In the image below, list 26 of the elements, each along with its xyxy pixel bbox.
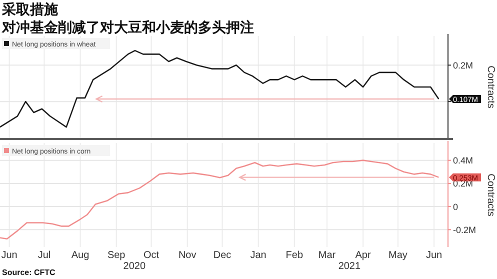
chart-subtitle: 对冲基金削减了对大豆和小麦的多头押注 bbox=[1, 19, 254, 36]
y-axis-title: Contracts bbox=[485, 174, 496, 216]
x-tick-label: Apr bbox=[355, 250, 372, 261]
y-tick-label: 0.2M bbox=[453, 60, 474, 70]
text: 2021 bbox=[338, 261, 361, 272]
x-tick-label: Feb bbox=[286, 250, 304, 261]
x-tick-label: Dec bbox=[213, 250, 232, 261]
y-tick-label: 0.4M bbox=[453, 156, 474, 166]
source-note: Source: CFTC bbox=[2, 268, 56, 277]
chart-title: 采取措施 bbox=[1, 2, 59, 18]
x-tick-label: Sep bbox=[107, 250, 126, 261]
line-series bbox=[0, 160, 440, 240]
y-tick-label: 0 bbox=[453, 202, 458, 212]
x-tick-label: Oct bbox=[143, 250, 160, 261]
x-tick-label: Jan bbox=[250, 250, 266, 261]
y-axis-title: Contracts bbox=[485, 66, 496, 108]
line-series bbox=[0, 50, 440, 128]
text: 2020 bbox=[123, 261, 146, 272]
y-tick-label: -0.2M bbox=[453, 224, 476, 235]
x-tick-label: May bbox=[388, 250, 408, 261]
x-tick-label: Jul bbox=[38, 250, 51, 261]
x-tick-label: Mar bbox=[318, 250, 336, 261]
x-tick-label: Jun bbox=[426, 250, 442, 261]
x-tick-label: Nov bbox=[178, 250, 196, 261]
x-tick-label: Jun bbox=[1, 250, 18, 261]
x-tick-label: Aug bbox=[71, 250, 90, 261]
